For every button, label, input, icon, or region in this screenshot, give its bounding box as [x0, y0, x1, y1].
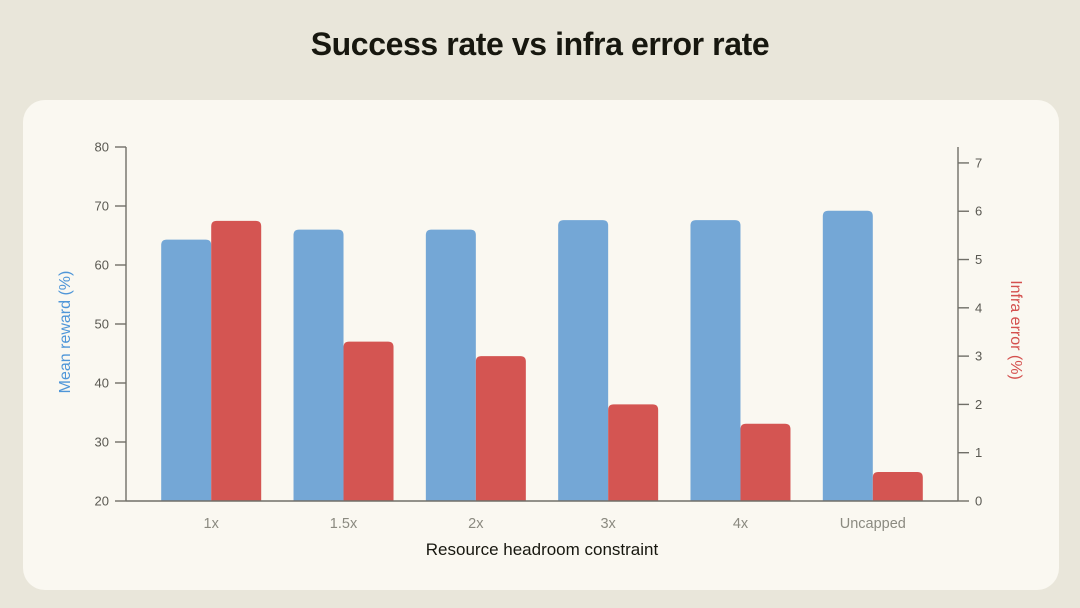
bar-mean-reward-Uncapped — [822, 210, 873, 501]
bar-infra-error-3x — [608, 404, 659, 501]
bar-mean-reward-4x — [690, 220, 741, 501]
x-tick-label-1x: 1x — [204, 516, 220, 532]
bar-infra-error-1.5x — [343, 341, 394, 501]
right-tick-label-5: 5 — [975, 252, 982, 267]
x-tick-label-Uncapped: Uncapped — [840, 516, 906, 532]
x-tick-label-4x: 4x — [733, 516, 749, 532]
bar-mean-reward-2x — [425, 229, 476, 501]
right-tick-label-4: 4 — [975, 300, 982, 315]
bar-mean-reward-3x — [558, 220, 609, 501]
bar-infra-error-2x — [475, 356, 526, 501]
right-tick-label-1: 1 — [975, 445, 982, 460]
bar-mean-reward-1.5x — [293, 229, 344, 501]
x-tick-label-2x: 2x — [468, 516, 484, 532]
right-tick-label-3: 3 — [975, 349, 982, 364]
left-axis-title: Mean reward (%) — [57, 270, 74, 394]
left-tick-label-70: 70 — [95, 199, 109, 214]
right-tick-label-7: 7 — [975, 155, 982, 170]
x-tick-label-3x: 3x — [600, 516, 616, 532]
bar-mean-reward-1x — [161, 239, 212, 501]
bar-infra-error-1x — [211, 220, 262, 501]
left-tick-label-30: 30 — [95, 435, 109, 450]
bar-infra-error-Uncapped — [872, 472, 923, 501]
right-tick-label-0: 0 — [975, 494, 982, 509]
left-tick-label-60: 60 — [95, 258, 109, 273]
left-tick-label-20: 20 — [95, 494, 109, 509]
right-tick-label-6: 6 — [975, 204, 982, 219]
left-tick-label-50: 50 — [95, 317, 109, 332]
right-axis-title: Infra error (%) — [1007, 280, 1024, 380]
left-tick-label-80: 80 — [95, 140, 109, 155]
x-tick-label-1.5x: 1.5x — [330, 516, 358, 532]
right-tick-label-2: 2 — [975, 397, 982, 412]
left-tick-label-40: 40 — [95, 376, 109, 391]
bar-infra-error-4x — [740, 423, 791, 501]
page-title: Success rate vs infra error rate — [310, 26, 770, 62]
x-axis-title: Resource headroom constraint — [425, 540, 659, 559]
